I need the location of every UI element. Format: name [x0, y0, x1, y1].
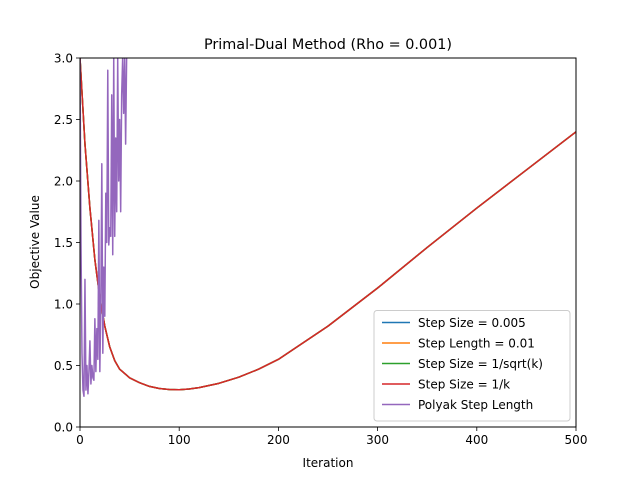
x-axis: 0 100 200 300 400 500 — [76, 427, 587, 447]
y-tick-label: 1.0 — [54, 298, 73, 312]
y-tick-label: 3.0 — [54, 52, 73, 66]
y-tick-label: 1.5 — [54, 236, 73, 250]
y-tick-label: 0.0 — [54, 421, 73, 435]
chart-title: Primal-Dual Method (Rho = 0.001) — [204, 37, 452, 53]
x-tick-label: 100 — [168, 433, 191, 447]
series-layer — [80, 58, 576, 397]
legend-label: Step Size = 1/sqrt(k) — [418, 357, 543, 371]
x-tick-label: 500 — [565, 433, 588, 447]
y-axis-label: Objective Value — [28, 195, 42, 289]
y-tick-label: 2.5 — [54, 113, 73, 127]
legend-label: Polyak Step Length — [418, 398, 533, 412]
x-tick-label: 300 — [366, 433, 389, 447]
series-line-5 — [80, 58, 128, 397]
legend-label: Step Size = 1/k — [418, 378, 510, 392]
y-tick-label: 0.5 — [54, 359, 73, 373]
legend: Step Size = 0.005 Step Length = 0.01 Step … — [373, 310, 571, 422]
y-axis: 0.0 0.5 1.0 1.5 2.0 2.5 3.0 — [54, 52, 80, 435]
y-tick-label: 2.0 — [54, 175, 73, 189]
x-tick-label: 0 — [76, 433, 84, 447]
x-tick-label: 200 — [267, 433, 290, 447]
x-axis-label: Iteration — [303, 456, 354, 470]
legend-label: Step Size = 0.005 — [418, 316, 526, 330]
legend-box — [373, 310, 571, 422]
legend-label: Step Length = 0.01 — [418, 337, 535, 351]
x-tick-label: 400 — [465, 433, 488, 447]
